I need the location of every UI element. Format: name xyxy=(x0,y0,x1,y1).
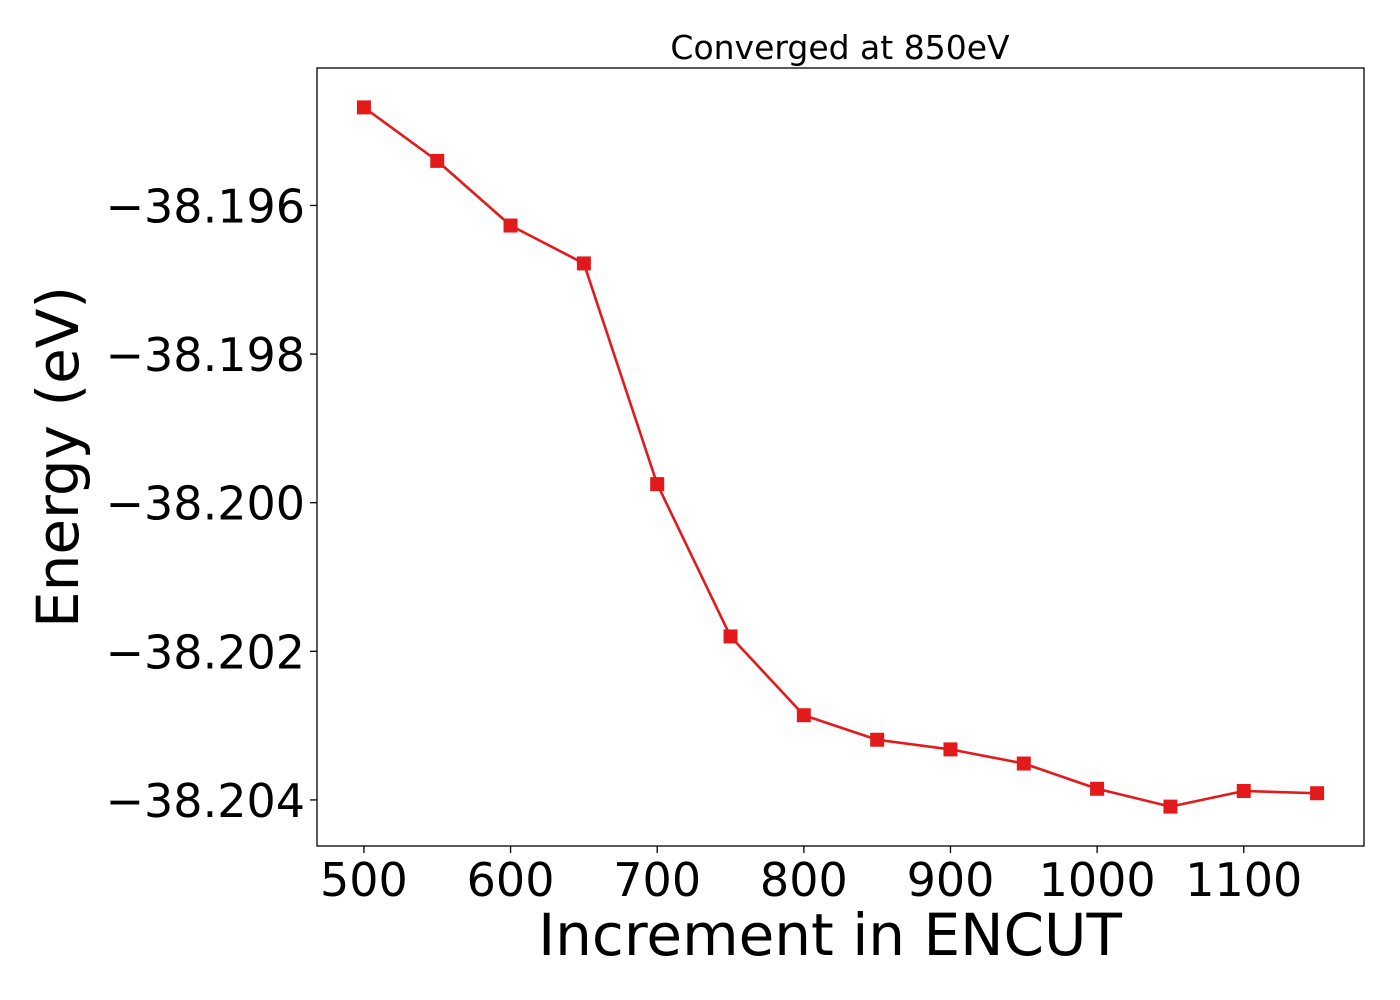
x-axis-label: Increment in ENCUT xyxy=(538,901,1122,969)
data-point-marker xyxy=(356,100,371,115)
y-tick-label: −38.196 xyxy=(106,179,306,233)
y-tick-label: −38.204 xyxy=(106,774,306,828)
chart-title: Converged at 850eV xyxy=(670,28,1010,67)
data-point-marker xyxy=(1236,784,1251,799)
x-tick-label: 500 xyxy=(320,853,408,907)
data-point-marker xyxy=(430,153,445,168)
data-point-marker xyxy=(723,629,738,644)
data-point-marker xyxy=(943,742,958,757)
x-tick-label: 1000 xyxy=(1039,853,1156,907)
energy-series-line xyxy=(363,106,1318,808)
x-tick-label: 600 xyxy=(467,853,555,907)
data-point-marker xyxy=(870,732,885,747)
y-axis-label: Energy (eV) xyxy=(24,286,92,628)
x-tick-label: 1100 xyxy=(1185,853,1302,907)
y-tick-label: −38.202 xyxy=(106,625,306,679)
y-axis-ticks: −38.196 −38.198 −38.200 −38.202 −38.204 xyxy=(106,179,317,828)
data-point-marker xyxy=(1090,781,1105,796)
series-layer xyxy=(356,100,1325,814)
y-tick-label: −38.198 xyxy=(106,328,306,382)
data-point-marker xyxy=(1016,756,1031,771)
data-point-marker xyxy=(1310,786,1325,801)
data-point-marker xyxy=(796,708,811,723)
x-tick-label: 700 xyxy=(613,853,701,907)
x-tick-label: 800 xyxy=(760,853,848,907)
data-point-marker xyxy=(650,477,665,492)
data-point-marker xyxy=(503,218,518,233)
plot-frame xyxy=(316,67,1365,847)
x-tick-label: 900 xyxy=(907,853,995,907)
x-axis-ticks: 500 600 700 800 900 1000 1100 xyxy=(320,846,1302,907)
data-point-marker xyxy=(576,256,591,271)
y-tick-label: −38.200 xyxy=(106,477,306,531)
data-point-marker xyxy=(1163,799,1178,814)
